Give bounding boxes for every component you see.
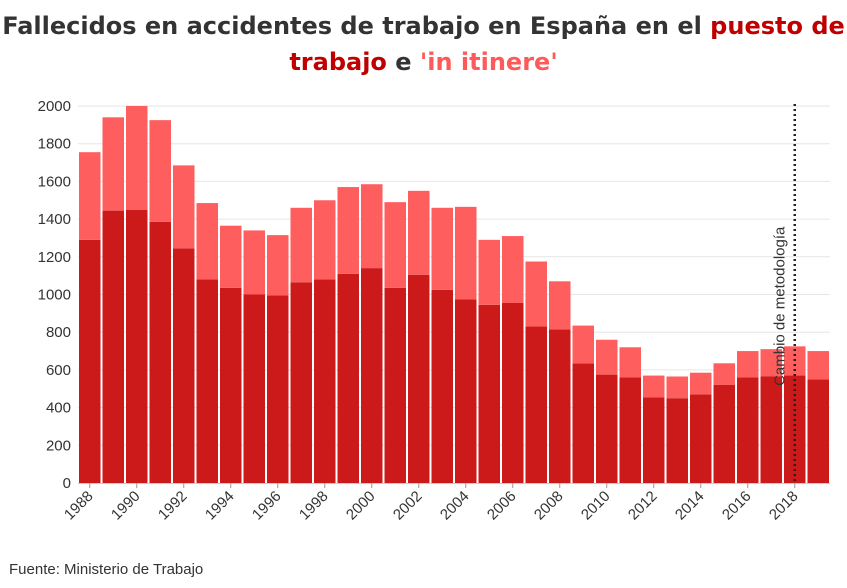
bar-itinere-2019 <box>807 351 829 380</box>
chart-title: Fallecidos en accidentes de trabajo en E… <box>0 8 847 80</box>
x-tick-label-2000: 2000 <box>343 488 379 524</box>
x-tick-label-1998: 1998 <box>296 488 332 524</box>
bar-itinere-2016 <box>737 351 759 378</box>
x-tick-label-2010: 2010 <box>578 488 614 524</box>
bar-work-1999 <box>337 273 359 483</box>
bar-itinere-1996 <box>267 235 289 296</box>
x-tick-label-2012: 2012 <box>625 488 661 524</box>
y-tick-label-1800: 1800 <box>38 136 71 153</box>
bar-itinere-1990 <box>126 106 148 210</box>
bar-work-1992 <box>173 248 195 483</box>
x-tick-label-2004: 2004 <box>437 488 473 524</box>
bar-work-2005 <box>478 304 500 483</box>
bar-work-1998 <box>314 279 336 483</box>
bar-work-2011 <box>619 377 641 483</box>
x-tick-label-2016: 2016 <box>719 488 755 524</box>
x-tick-label-1988: 1988 <box>61 488 97 524</box>
bar-itinere-2006 <box>502 236 524 303</box>
y-tick-label-2000: 2000 <box>38 98 71 115</box>
bar-itinere-2012 <box>643 375 665 398</box>
y-tick-label-400: 400 <box>46 400 71 417</box>
x-tick-label-1992: 1992 <box>155 488 191 524</box>
bar-itinere-2001 <box>384 202 406 288</box>
title-part1: Fallecidos en accidentes de trabajo en E… <box>2 12 711 40</box>
bar-itinere-2017 <box>760 349 782 377</box>
bar-work-2016 <box>737 377 759 483</box>
bar-work-1995 <box>243 294 265 483</box>
bar-itinere-2015 <box>713 363 735 385</box>
bar-itinere-1992 <box>173 165 195 249</box>
bar-work-2000 <box>361 268 383 483</box>
title-part2: e <box>386 48 420 76</box>
bar-work-2007 <box>525 326 547 483</box>
title-highlight-work: puesto de trabajo <box>289 12 845 76</box>
x-tick-label-1990: 1990 <box>108 488 144 524</box>
x-tick-label-1994: 1994 <box>202 488 238 524</box>
y-tick-label-1000: 1000 <box>38 287 71 304</box>
bar-work-2012 <box>643 397 665 483</box>
bar-work-1997 <box>290 282 312 483</box>
bar-work-2019 <box>807 379 829 483</box>
bar-itinere-1989 <box>102 117 124 211</box>
bar-work-2015 <box>713 384 735 483</box>
bar-work-2017 <box>760 376 782 483</box>
bar-itinere-2002 <box>408 190 430 275</box>
y-tick-label-200: 200 <box>46 437 71 454</box>
bar-itinere-2010 <box>596 339 618 375</box>
bar-work-2006 <box>502 302 524 483</box>
bar-itinere-1993 <box>196 203 218 280</box>
y-tick-label-800: 800 <box>46 324 71 341</box>
bar-work-1994 <box>220 287 242 483</box>
bar-itinere-2004 <box>455 206 477 300</box>
bar-work-2001 <box>384 287 406 483</box>
title-highlight-itinere: 'in itinere' <box>419 48 558 76</box>
bar-work-1989 <box>102 210 124 483</box>
bar-work-2013 <box>666 398 688 483</box>
bar-itinere-2003 <box>431 207 453 290</box>
bar-work-1990 <box>126 209 148 484</box>
methodology-label: Cambio de metodología <box>772 226 789 386</box>
bar-itinere-1999 <box>337 187 359 274</box>
y-tick-label-1600: 1600 <box>38 173 71 190</box>
bar-work-2009 <box>572 363 594 483</box>
bar-itinere-2013 <box>666 376 688 399</box>
bar-itinere-2008 <box>549 281 571 330</box>
y-tick-label-1200: 1200 <box>38 249 71 266</box>
bar-itinere-1988 <box>79 152 101 240</box>
y-tick-label-1400: 1400 <box>38 211 71 228</box>
bar-work-2008 <box>549 329 571 483</box>
bar-itinere-1994 <box>220 225 242 288</box>
bar-itinere-2014 <box>690 372 712 395</box>
bar-work-2010 <box>596 374 618 483</box>
bar-work-1991 <box>149 221 171 484</box>
x-tick-label-2008: 2008 <box>531 488 567 524</box>
bar-itinere-1998 <box>314 200 336 280</box>
y-tick-label-0: 0 <box>63 475 71 492</box>
x-tick-label-2006: 2006 <box>484 488 520 524</box>
bar-itinere-2005 <box>478 239 500 305</box>
x-tick-label-2018: 2018 <box>766 488 802 524</box>
x-tick-label-2014: 2014 <box>672 488 708 524</box>
bar-work-1988 <box>79 239 101 483</box>
bar-work-1993 <box>196 279 218 483</box>
bar-itinere-1991 <box>149 120 171 222</box>
bar-itinere-2007 <box>525 261 547 327</box>
bar-work-1996 <box>267 295 289 483</box>
source-note: Fuente: Ministerio de Trabajo <box>9 561 204 578</box>
bar-work-2014 <box>690 394 712 483</box>
bar-itinere-1997 <box>290 207 312 283</box>
bar-work-2002 <box>408 274 430 483</box>
bar-work-2004 <box>455 299 477 483</box>
bar-itinere-2011 <box>619 347 641 378</box>
bar-itinere-2009 <box>572 325 594 364</box>
y-tick-label-600: 600 <box>46 362 71 379</box>
x-tick-label-1996: 1996 <box>249 488 285 524</box>
bar-itinere-2000 <box>361 184 383 269</box>
bar-work-2003 <box>431 289 453 483</box>
bar-itinere-1995 <box>243 230 265 295</box>
x-tick-label-2002: 2002 <box>390 488 426 524</box>
